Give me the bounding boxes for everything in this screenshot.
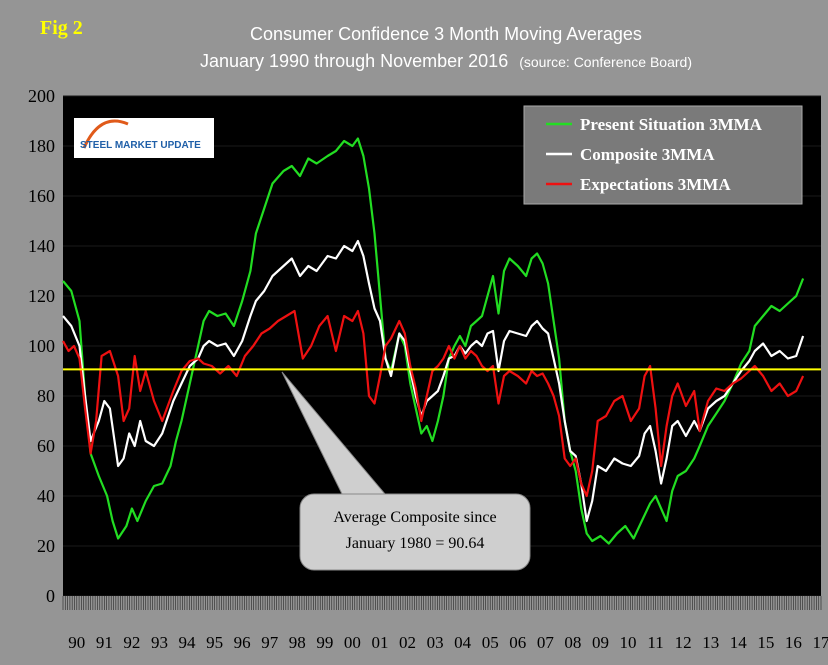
logo-swoosh-icon: [82, 119, 129, 149]
chart-title-line1: Consumer Confidence 3 Month Moving Avera…: [250, 24, 642, 44]
y-tick-label: 200: [28, 86, 55, 106]
legend: Present Situation 3MMA Composite 3MMA Expe…: [523, 105, 803, 205]
x-tick-label: 96: [234, 633, 251, 652]
y-tick-label: 80: [37, 386, 55, 406]
y-tick-label: 60: [37, 436, 55, 456]
figure-label: Fig 2: [40, 17, 83, 39]
x-tick-label: 97: [261, 633, 279, 652]
x-tick-label: 04: [454, 633, 472, 652]
callout-line2: January 1980 = 90.64: [346, 535, 485, 552]
x-tick-label: 11: [647, 633, 663, 652]
x-tick-label: 95: [206, 633, 223, 652]
steel-market-update-logo: STEEL MARKET UPDATE: [74, 118, 214, 158]
x-tick-label: 94: [179, 633, 197, 652]
x-tick-label: 00: [344, 633, 361, 652]
y-tick-label: 20: [37, 536, 55, 556]
x-tick-label: 05: [482, 633, 499, 652]
legend-entry: Composite 3MMA: [580, 145, 715, 164]
x-tick-label: 93: [151, 633, 168, 652]
y-tick-label: 160: [28, 186, 55, 206]
x-tick-label: 15: [757, 633, 774, 652]
average-callout: Average Composite since January 1980 = 9…: [281, 371, 531, 571]
legend-entry: Expectations 3MMA: [580, 175, 731, 194]
x-tick-label: 91: [96, 633, 113, 652]
x-tick-label: 14: [730, 633, 748, 652]
y-tick-label: 100: [28, 336, 55, 356]
x-tick-label: 01: [371, 633, 388, 652]
x-tick-label: 09: [592, 633, 609, 652]
x-tick-label: 98: [289, 633, 306, 652]
y-axis-tick-labels: 0 20 40 60 80 100 120 140 160 180 200: [28, 86, 55, 606]
x-tick-label: 13: [702, 633, 719, 652]
x-tick-label: 90: [68, 633, 85, 652]
chart-title-line2: January 1990 through November 2016 (sour…: [200, 51, 692, 71]
x-tick-label: 06: [509, 633, 526, 652]
legend-entry: Present Situation 3MMA: [580, 115, 763, 134]
x-tick-label: 10: [620, 633, 637, 652]
callout-line1: Average Composite since: [333, 509, 496, 526]
series-line-0: [62, 137, 805, 545]
x-tick-label: 08: [564, 633, 581, 652]
x-tick-label: 12: [675, 633, 692, 652]
x-axis-tick-labels: 90 91 92 93 94 95 96 97 98 99 00 01 02 03 04 05 06 07 08 09…: [68, 633, 828, 652]
y-tick-label: 0: [46, 586, 55, 606]
logo-text: STEEL MARKET UPDATE: [80, 140, 201, 151]
callout-box: [299, 493, 531, 571]
chart-title-date-range: January 1990 through November 2016: [200, 51, 508, 71]
gridlines: [63, 95, 821, 597]
series-line-2: [62, 309, 805, 498]
logo-background: [74, 118, 214, 158]
x-axis-month-ticks: [62, 596, 822, 610]
x-tick-label: 92: [123, 633, 140, 652]
x-tick-label: 16: [785, 633, 802, 652]
y-tick-label: 140: [28, 236, 55, 256]
x-tick-label: 03: [427, 633, 444, 652]
series-layer: [62, 137, 805, 545]
x-tick-label: 99: [316, 633, 333, 652]
y-tick-label: 180: [28, 136, 55, 156]
y-tick-label: 40: [37, 486, 55, 506]
x-tick-label: 02: [399, 633, 416, 652]
x-tick-label: 07: [537, 633, 555, 652]
chart-title-source: (source: Conference Board): [519, 54, 692, 70]
series-line-1: [62, 239, 805, 523]
x-tick-label: 17: [813, 633, 828, 652]
y-tick-label: 120: [28, 286, 55, 306]
legend-items: Present Situation 3MMA Composite 3MMA Expe…: [546, 115, 763, 194]
